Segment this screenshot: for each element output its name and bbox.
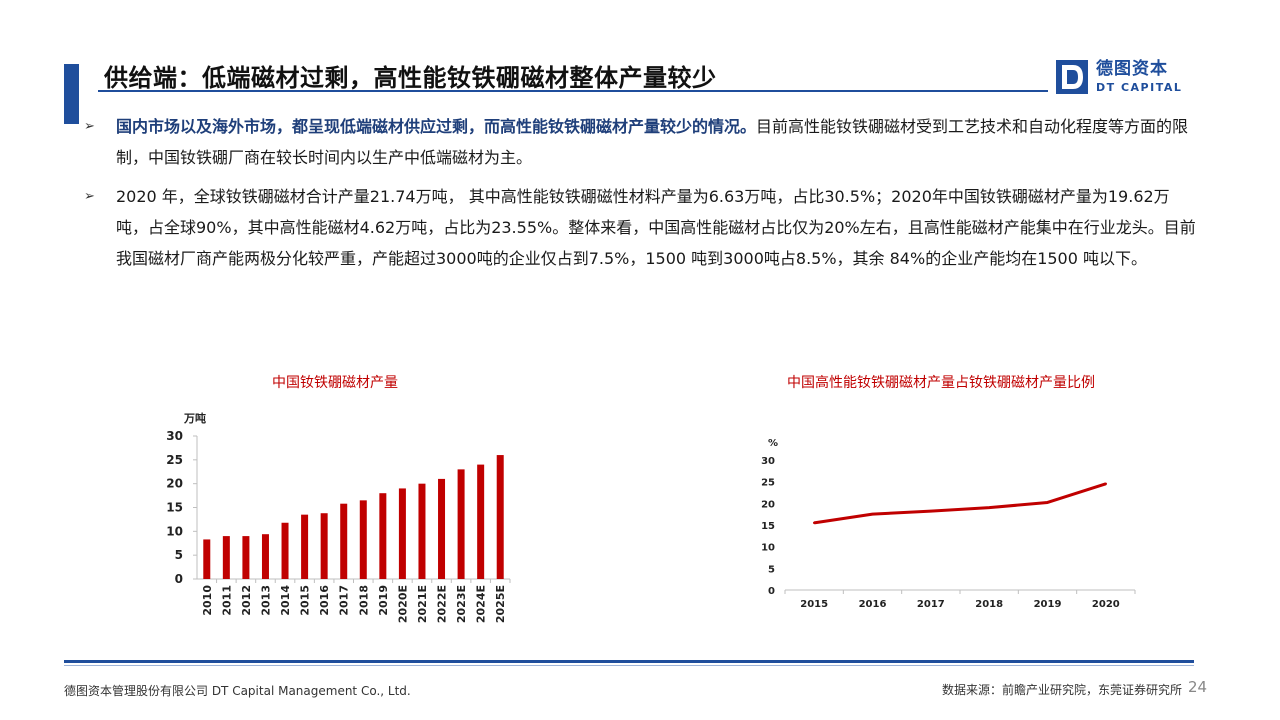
y-tick-label: 5 — [768, 564, 775, 575]
x-tick-label: 2024E — [475, 585, 488, 623]
bar — [281, 522, 289, 579]
x-tick-label: 2019 — [377, 585, 390, 616]
page-title: 供给端：低端磁材过剩，高性能钕铁硼磁材整体产量较少 — [104, 64, 717, 92]
y-tick-label: 25 — [761, 478, 775, 489]
bar — [379, 493, 387, 579]
bullet-list: ➢ 国内市场以及海外市场，都呈现低端磁材供应过剩，而高性能钕铁硼磁材产量较少的情… — [80, 111, 1200, 282]
logo-chinese-text: 德图资本 — [1096, 59, 1168, 79]
bar — [340, 503, 348, 579]
y-axis-unit: % — [768, 438, 778, 449]
x-tick-label: 2023E — [455, 585, 468, 623]
page-number: 24 — [1188, 678, 1208, 696]
bar — [242, 536, 250, 579]
bullet-1-text: 目前高性能钕铁硼磁材受到工艺技术和自动化程度等方面的限制，中国钕铁硼厂商在较长时… — [116, 117, 1189, 167]
bar — [261, 534, 269, 579]
bar-chart: 万吨 0 5 10 15 20 25 30 2010 2011 2012 2013 2014 2015 20… — [166, 411, 511, 623]
x-tick-label: 2013 — [259, 585, 272, 616]
x-tick-label: 2014 — [279, 585, 292, 616]
footer-source: 数据来源：前瞻产业研究院，东莞证券研究所 — [941, 683, 1182, 697]
bar — [457, 469, 465, 579]
footer-rule — [64, 660, 1194, 663]
x-tick-label: 2020E — [396, 585, 409, 623]
bar — [301, 514, 309, 579]
x-tick-label: 2021E — [416, 585, 429, 623]
footer-rule-thin — [64, 665, 1194, 666]
line-chart: % 0 5 10 15 20 25 30 2015 2016 2017 2018 2019 2020 — [761, 438, 1136, 610]
company-logo: 德图资本 DT CAPITAL — [1056, 60, 1182, 94]
y-tick-label: 15 — [166, 501, 183, 515]
title-accent-bar — [64, 64, 79, 124]
data-point — [987, 506, 991, 509]
arrow-bullet-icon: ➢ — [84, 189, 95, 204]
title-underline — [98, 90, 1048, 92]
x-tick-label: 2015 — [299, 585, 312, 616]
bullet-2-text: 2020 年，全球钕铁硼磁材合计产量21.74万吨， 其中高性能钕铁硼磁性材料产… — [116, 187, 1196, 268]
bullet-item-1: ➢ 国内市场以及海外市场，都呈现低端磁材供应过剩，而高性能钕铁硼磁材产量较少的情… — [80, 111, 1200, 173]
x-tick-label: 2012 — [240, 585, 253, 616]
x-tick-label: 2018 — [357, 585, 370, 616]
bar — [418, 483, 426, 579]
data-point — [1104, 482, 1108, 486]
x-tick-label: 2011 — [220, 585, 233, 616]
y-tick-label: 15 — [761, 521, 775, 532]
data-point — [871, 512, 874, 516]
x-tick-label: 2016 — [318, 585, 331, 616]
bar — [359, 500, 367, 579]
x-tick-label: 2019 — [1034, 599, 1062, 610]
y-tick-label: 0 — [768, 586, 775, 597]
y-tick-label: 0 — [175, 572, 183, 586]
bar — [477, 464, 485, 579]
bar-chart-title: 中国钕铁硼磁材产量 — [272, 375, 398, 391]
x-tick-label: 2015 — [800, 599, 828, 610]
bar — [398, 488, 406, 579]
bar — [222, 536, 230, 579]
footer-company: 德图资本管理股份有限公司 DT Capital Management Co., … — [64, 684, 411, 698]
y-tick-label: 20 — [761, 499, 775, 510]
bar — [438, 478, 446, 579]
x-tick-label: 2010 — [201, 585, 214, 616]
bar — [320, 513, 328, 579]
x-tick-label: 2020 — [1092, 599, 1120, 610]
y-tick-label: 5 — [175, 548, 183, 562]
y-tick-label: 10 — [166, 524, 183, 538]
dt-logo-icon — [1056, 60, 1088, 94]
data-point — [1046, 501, 1049, 504]
arrow-bullet-icon: ➢ — [84, 119, 95, 134]
x-tick-label: 2017 — [917, 599, 945, 610]
line-chart-title: 中国高性能钕铁硼磁材产量占钕铁硼磁材产量比例 — [787, 375, 1095, 391]
y-tick-label: 30 — [166, 429, 183, 443]
data-point — [929, 509, 933, 513]
bar — [496, 455, 504, 579]
y-tick-label: 30 — [761, 456, 775, 467]
y-tick-label: 20 — [166, 477, 183, 491]
x-tick-label: 2022E — [436, 585, 449, 623]
series-line — [813, 482, 1107, 525]
logo-english-text: DT CAPITAL — [1096, 81, 1183, 94]
x-tick-label: 2018 — [975, 599, 1003, 610]
y-tick-label: 25 — [166, 453, 183, 467]
data-point — [812, 521, 816, 525]
y-tick-label: 10 — [761, 543, 775, 554]
bar — [203, 539, 211, 579]
bullet-1-highlight: 国内市场以及海外市场，都呈现低端磁材供应过剩，而高性能钕铁硼磁材产量较少的情况。 — [116, 117, 757, 136]
bullet-item-2: ➢ 2020 年，全球钕铁硼磁材合计产量21.74万吨， 其中高性能钕铁硼磁性材… — [80, 181, 1200, 274]
x-tick-label: 2017 — [338, 585, 351, 616]
y-axis-unit: 万吨 — [183, 411, 206, 425]
x-tick-label: 2025E — [494, 585, 507, 623]
x-tick-label: 2016 — [859, 599, 887, 610]
